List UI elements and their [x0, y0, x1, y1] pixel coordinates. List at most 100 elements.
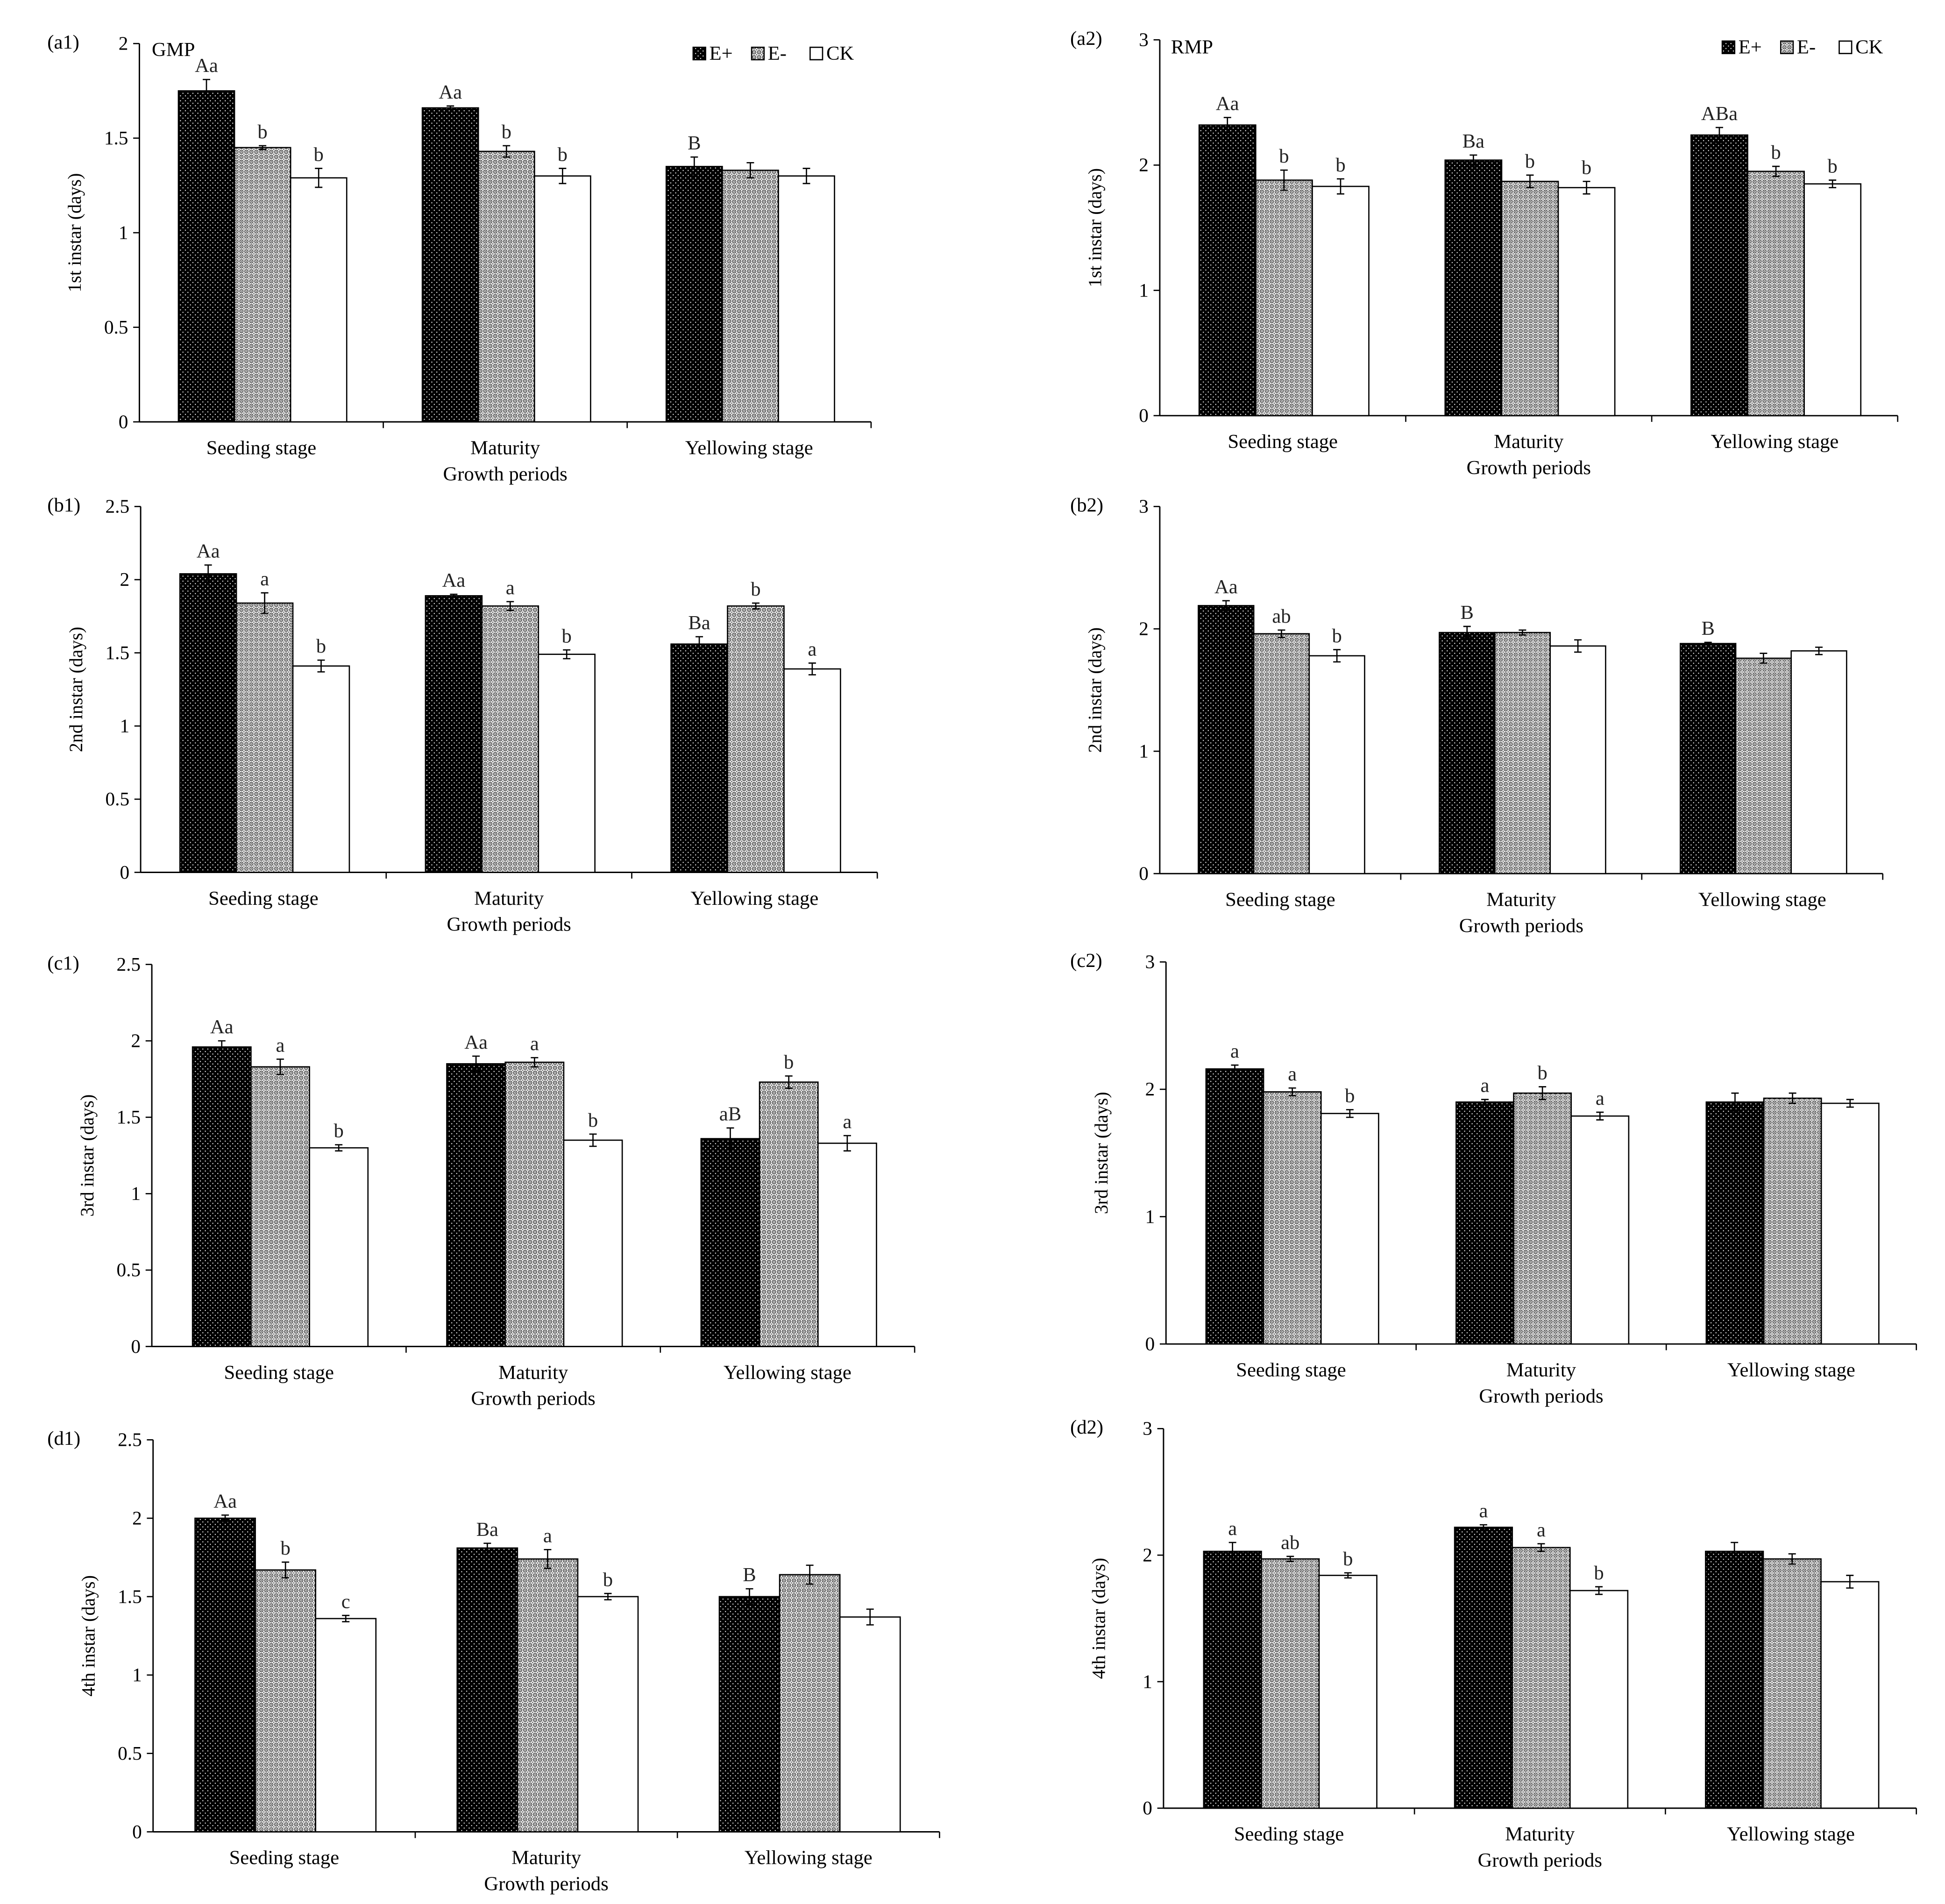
bar-eplus-yellowing	[1690, 134, 1748, 417]
significance-letter-eplus-seeding: Aa	[195, 55, 218, 77]
y-tick-label: 2	[1139, 154, 1149, 176]
category-label-maturity: Maturity	[1506, 1359, 1576, 1381]
legend-label-eplus: E+	[710, 43, 733, 64]
chart-c1: (c1) 0 0.5 1 1.5 2 2.5 3rd instar (days) Seeding…	[47, 952, 916, 1410]
bar-eminus-seeding	[1261, 1558, 1320, 1809]
legend-label-ck: CK	[1855, 36, 1883, 58]
category-label-yellowing: Yellowing stage	[1698, 888, 1826, 910]
category-label-yellowing: Yellowing stage	[1711, 431, 1839, 453]
category-label-seeding: Seeding stage	[229, 1847, 339, 1869]
bar-eminus-yellowing	[1763, 1097, 1822, 1345]
x-axis-b1: Seeding stage Maturity Yellowing stage Grow…	[141, 872, 878, 936]
x-axis-title: Growth periods	[1479, 1385, 1603, 1407]
y-tick-label: 0	[1145, 1333, 1155, 1354]
significance-letter-eplus-maturity: B	[1461, 602, 1474, 624]
category-label-seeding: Seeding stage	[208, 888, 318, 909]
bar-eminus-maturity	[481, 605, 539, 873]
bar-ck-yellowing	[1820, 1102, 1880, 1345]
category-label-seeding: Seeding stage	[1228, 431, 1337, 453]
category-label-maturity: Maturity	[498, 1362, 568, 1384]
significance-letter-ck-seeding: b	[1345, 1085, 1355, 1107]
bar-ck-maturity	[533, 175, 591, 423]
bar-eplus-maturity	[1439, 632, 1496, 874]
bar-eminus-yellowing	[727, 605, 785, 873]
significance-letter-eminus-seeding: b	[257, 121, 267, 143]
panel-label-d1: (d1)	[47, 1428, 80, 1449]
bar-eplus-yellowing	[1680, 643, 1737, 874]
significance-letter-eminus-maturity: a	[506, 577, 515, 599]
significance-letter-ck-maturity: b	[588, 1109, 598, 1131]
bar-eplus-maturity	[1444, 159, 1503, 417]
bar-eplus-maturity	[1455, 1101, 1514, 1345]
bar-ck-maturity	[1570, 1115, 1630, 1345]
significance-letter-eplus-yellowing: B	[743, 1564, 756, 1586]
significance-letter-eplus-yellowing: B	[688, 132, 701, 154]
significance-letter-eplus-maturity: Ba	[476, 1519, 498, 1541]
x-axis-d2: Seeding stage Maturity Yellowing stage Grow…	[1163, 1807, 1917, 1871]
legend-swatch-eplus	[1721, 40, 1736, 54]
y-tick-label: 2	[1145, 1078, 1155, 1100]
bar-eminus-seeding	[250, 1066, 310, 1347]
significance-letter-ck-yellowing: b	[1828, 156, 1838, 178]
bar-ck-seeding	[309, 1147, 369, 1347]
y-axis-title: 1st instar (days)	[1085, 168, 1106, 287]
y-tick-label: 0.5	[118, 1742, 142, 1764]
bar-eminus-seeding	[1255, 179, 1313, 417]
significance-letter-eplus-seeding: Aa	[1214, 576, 1238, 598]
y-axis-c2: 0 1 2 3 3rd instar (days)	[1091, 951, 1167, 1354]
y-axis-d1: 0 0.5 1 1.5 2 2.5 4th instar (days)	[78, 1429, 154, 1842]
category-label-maturity: Maturity	[470, 437, 540, 459]
y-tick-label: 2	[132, 1507, 142, 1528]
category-label-maturity: Maturity	[1486, 888, 1556, 910]
bar-eplus-seeding	[1198, 605, 1255, 874]
bar-eplus-seeding	[1198, 124, 1256, 417]
y-tick-label: 0	[1143, 1797, 1152, 1819]
legend-swatch-ck	[809, 46, 823, 61]
legend-label-ck: CK	[826, 43, 854, 64]
chart-a1: (a1) GMP 0 0.5 1 1.5 2 1st instar (days) Seeding…	[47, 31, 872, 485]
y-tick-label: 0	[120, 861, 129, 883]
significance-letter-ck-yellowing: a	[808, 639, 816, 661]
significance-letter-eplus-seeding: Aa	[197, 540, 220, 562]
bar-ck-maturity	[563, 1139, 623, 1347]
significance-letter-ck-maturity: b	[558, 144, 568, 166]
bar-eplus-seeding	[179, 573, 237, 873]
significance-letter-eplus-maturity: a	[1479, 1500, 1488, 1522]
x-axis-title: Growth periods	[484, 1873, 608, 1895]
significance-letter-ck-seeding: b	[316, 635, 326, 657]
y-tick-label: 2	[1143, 1544, 1152, 1565]
y-tick-label: 1	[132, 1664, 142, 1685]
y-tick-label: 1	[1139, 279, 1149, 301]
y-tick-label: 2	[120, 568, 129, 590]
y-axis-title: 4th instar (days)	[78, 1575, 99, 1697]
bar-ck-seeding	[1308, 655, 1365, 874]
x-axis-d1: Seeding stage Maturity Yellowing stage Grow…	[153, 1831, 940, 1895]
bar-eplus-maturity	[421, 107, 479, 423]
bar-eplus-yellowing	[718, 1596, 781, 1833]
category-label-yellowing: Yellowing stage	[685, 437, 813, 459]
bar-eminus-yellowing	[759, 1081, 819, 1347]
legend-label-eminus: E-	[768, 43, 787, 64]
bar-eminus-yellowing	[1747, 171, 1805, 417]
bar-eplus-yellowing	[1705, 1550, 1764, 1809]
significance-letter-eplus-yellowing: B	[1701, 618, 1714, 639]
panel-label-a1: (a1)	[47, 31, 79, 53]
bar-eminus-seeding	[234, 147, 291, 423]
bar-eminus-seeding	[235, 602, 294, 873]
bar-ck-seeding	[315, 1618, 377, 1833]
x-axis-a2: Seeding stage Maturity Yellowing stage Grow…	[1159, 415, 1899, 479]
panel-label-d2: (d2)	[1070, 1416, 1103, 1438]
y-tick-label: 2	[131, 1030, 141, 1051]
significance-letter-eminus-seeding: b	[1279, 145, 1289, 167]
y-tick-label: 1	[1145, 1206, 1155, 1227]
y-axis-title: 2nd instar (days)	[65, 627, 86, 753]
y-tick-label: 0	[119, 411, 128, 432]
significance-letter-eplus-yellowing: aB	[719, 1103, 741, 1125]
x-axis-title: Growth periods	[1459, 915, 1583, 937]
y-tick-label: 0.5	[116, 1259, 141, 1280]
category-label-seeding: Seeding stage	[224, 1362, 334, 1384]
bar-ck-seeding	[290, 177, 348, 423]
y-tick-label: 3	[1139, 29, 1149, 50]
bar-eplus-seeding	[194, 1517, 256, 1833]
legend-swatch-eminus	[751, 46, 765, 61]
